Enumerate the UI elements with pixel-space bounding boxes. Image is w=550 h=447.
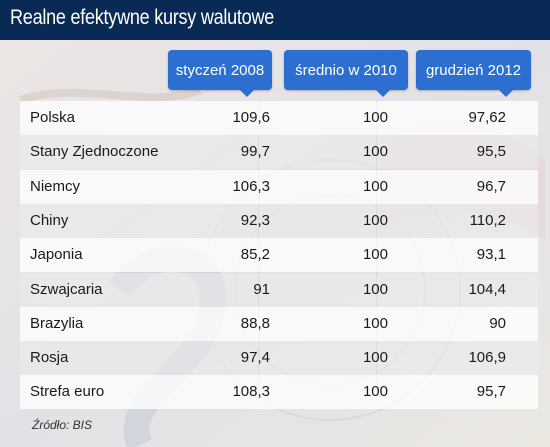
table-row: Chiny 92,3 100 110,2 (20, 203, 538, 238)
table-row: Polska 109,6 100 97,62 (20, 101, 538, 135)
table-cell: 85,2 (240, 246, 270, 264)
table-row: Japonia 85,2 100 93,1 (20, 238, 538, 273)
row-label: Niemcy (30, 177, 81, 195)
column-header-label: styczeń 2008 (175, 61, 265, 79)
row-label: Szwajcaria (30, 280, 103, 298)
table-cell: 106,3 (232, 177, 270, 195)
row-label: Strefa euro (30, 383, 105, 401)
table-row: Brazylia 88,8 100 90 (20, 306, 538, 341)
table-cell: 100 (362, 349, 388, 367)
page-title: Realne efektywne kursy walutowe (10, 6, 275, 29)
table-cell: 97,62 (468, 109, 506, 126)
row-label: Polska (30, 109, 76, 126)
row-label: Stany Zjednoczone (30, 143, 159, 161)
source-note: Źródło: BIS (32, 418, 93, 432)
table-cell: 110,2 (469, 211, 506, 229)
table-cell: 96,7 (476, 177, 506, 195)
table-cell: 100 (362, 246, 388, 264)
table-cell: 109,6 (232, 109, 270, 126)
row-label: Rosja (30, 349, 69, 367)
table-row: Szwajcaria 91 100 104,4 (20, 272, 538, 307)
table-cell: 100 (362, 177, 388, 195)
table-cell: 93,1 (476, 246, 506, 264)
table-row: Rosja 97,4 100 106,9 (20, 341, 538, 376)
table-cell: 95,5 (476, 143, 506, 161)
column-header-avg-2010: średnio w 2010 (284, 50, 408, 97)
table-row: Niemcy 106,3 100 96,7 (20, 169, 538, 204)
table-cell: 104,4 (468, 280, 506, 298)
row-label: Brazylia (30, 314, 84, 332)
column-header-dec-2012: grudzień 2012 (416, 50, 531, 97)
table-cell: 100 (362, 314, 388, 332)
table-cell: 97,4 (240, 349, 270, 367)
table-cell: 100 (362, 280, 388, 298)
title-bar: Realne efektywne kursy walutowe (0, 0, 550, 40)
table-cell: 99,7 (240, 143, 270, 161)
table-cell: 100 (362, 143, 388, 161)
table-cell: 106,9 (468, 349, 506, 367)
table-cell: 92,3 (240, 211, 270, 229)
table-cell: 100 (362, 109, 388, 126)
table-cell: 88,8 (240, 314, 270, 332)
row-label: Chiny (30, 211, 69, 229)
table-cell: 90 (489, 314, 506, 332)
table-row: Stany Zjednoczone 99,7 100 95,5 (20, 135, 538, 170)
table-row: Strefa euro 108,3 100 95,7 (20, 375, 538, 410)
table-cell: 108,3 (232, 383, 270, 401)
table-cell: 100 (362, 211, 388, 229)
table-cell: 91 (253, 280, 270, 298)
column-header-label: grudzień 2012 (425, 61, 522, 79)
row-label: Japonia (30, 246, 83, 264)
table-cell: 95,7 (476, 383, 506, 401)
column-header-label: średnio w 2010 (295, 61, 397, 79)
column-header-jan-2008: styczeń 2008 (168, 50, 272, 97)
table-cell: 100 (362, 383, 388, 401)
